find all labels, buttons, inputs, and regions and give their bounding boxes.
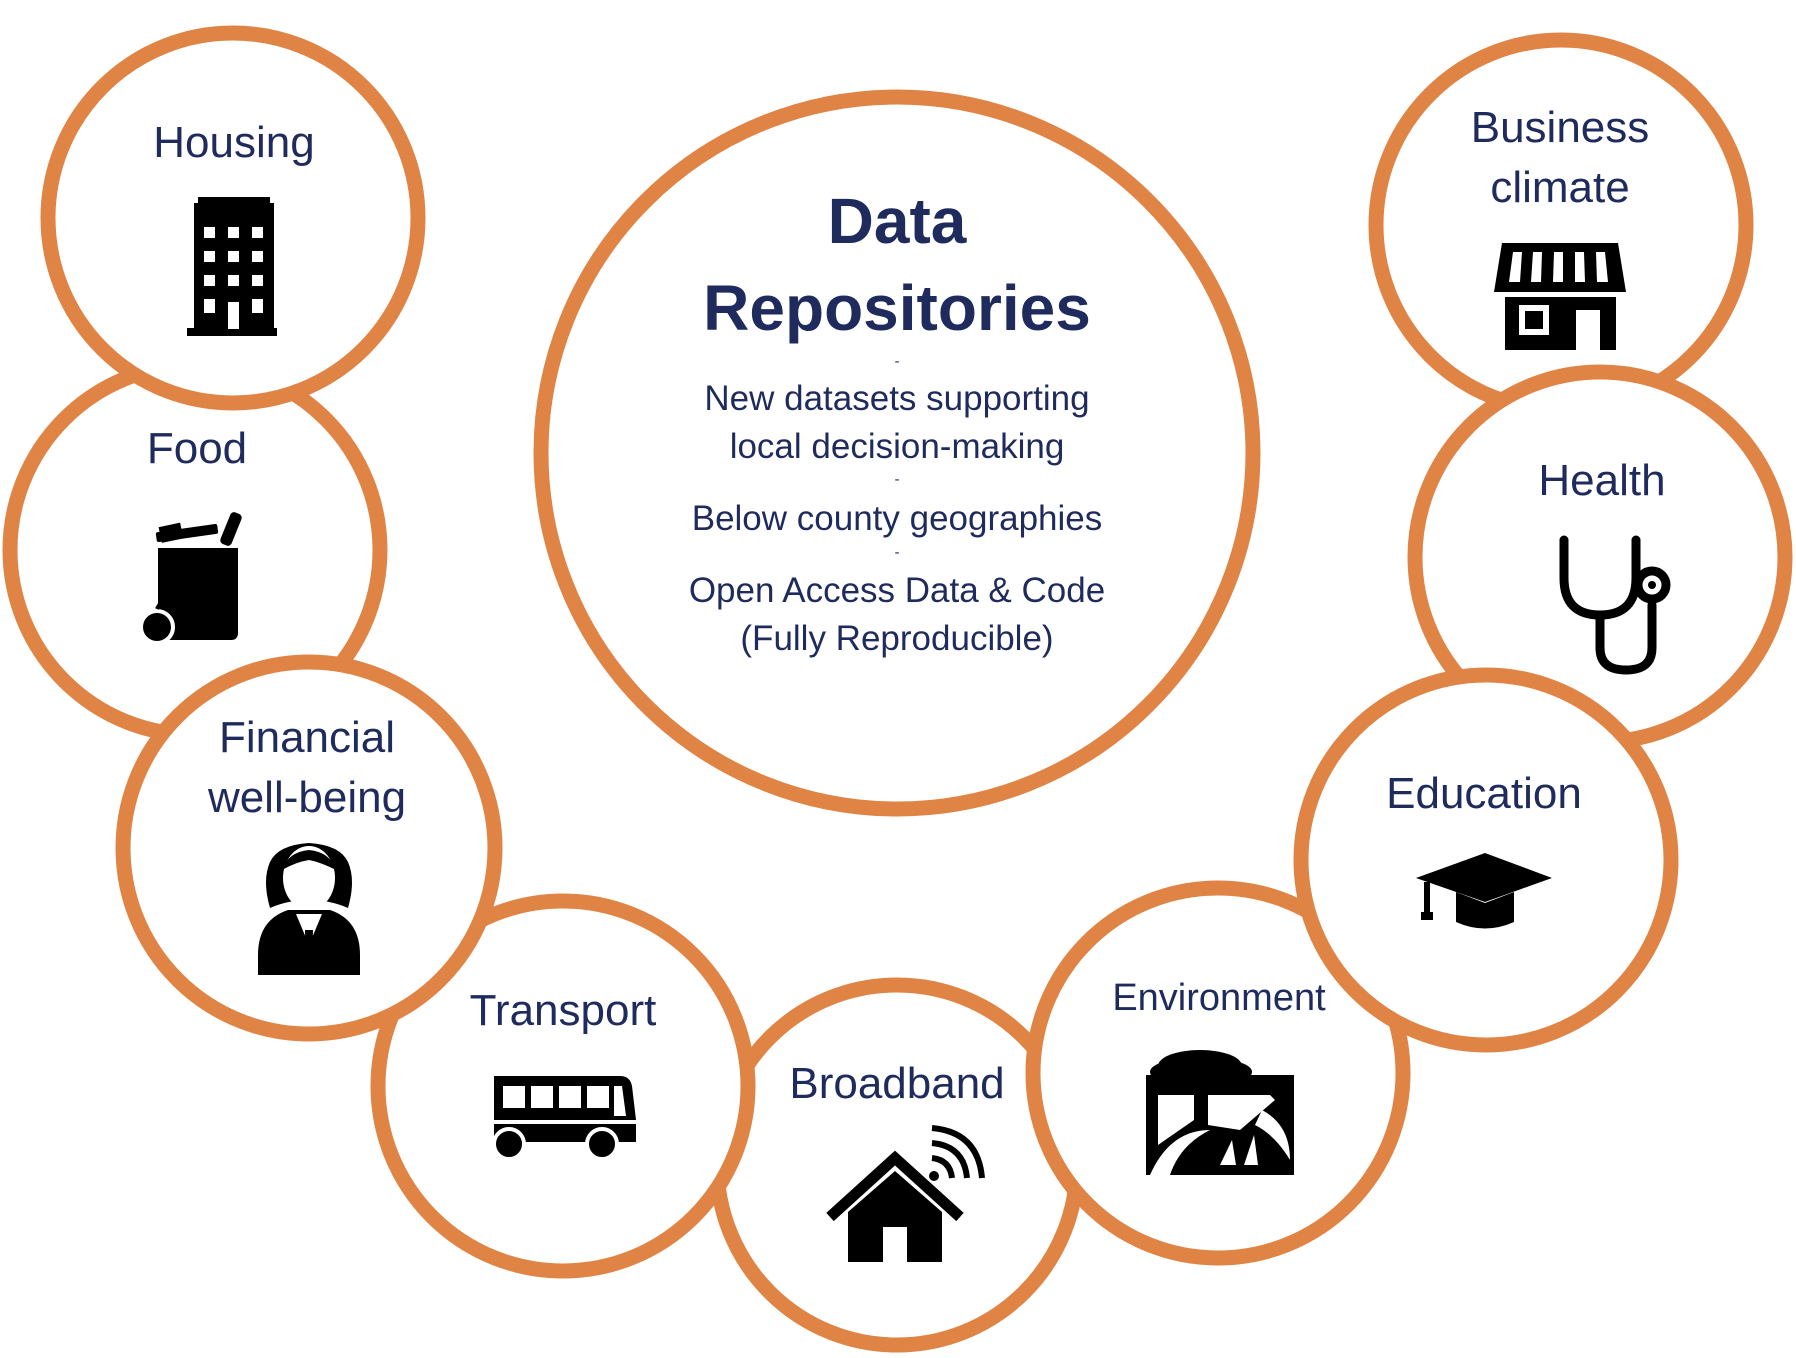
bus-icon — [492, 1076, 636, 1161]
environment-label: Environment — [1112, 977, 1326, 1019]
housing-label: Housing — [153, 118, 314, 167]
graduation-cap-icon — [1416, 853, 1552, 929]
center-point3-line2: (Fully Reproducible) — [740, 619, 1053, 658]
education-label: Education — [1386, 769, 1582, 818]
center-separator-2: - — [894, 472, 899, 488]
center-title-line2: Repositories — [703, 272, 1091, 344]
center-title-line1: Data — [828, 185, 967, 257]
center-point1-line1: New datasets supporting — [704, 379, 1089, 418]
business-label-line2: climate — [1490, 163, 1629, 212]
nature-landscape-icon — [1146, 1050, 1294, 1175]
smart-home-wifi-icon — [826, 1125, 985, 1262]
center-point3-line1: Open Access Data & Code — [689, 571, 1105, 610]
data-repositories-circle — [533, 89, 1261, 817]
business-climate-circle — [1368, 32, 1754, 418]
transport-label: Transport — [470, 986, 657, 1035]
storefront-icon — [1494, 243, 1626, 350]
center-separator-3: - — [894, 545, 899, 561]
broadband-label: Broadband — [789, 1059, 1004, 1108]
food-label: Food — [147, 424, 247, 473]
businesswoman-icon — [258, 843, 360, 975]
center-separator-1: - — [894, 354, 899, 370]
apartment-building-icon — [187, 197, 277, 336]
grocery-bag-icon — [139, 512, 242, 645]
financial-label-line1: Financial — [219, 713, 395, 762]
financial-label-line2: well-being — [207, 773, 406, 822]
health-label: Health — [1538, 456, 1665, 505]
center-point1-line2: local decision-making — [730, 427, 1065, 466]
center-point2: Below county geographies — [692, 499, 1103, 538]
business-label-line1: Business — [1471, 103, 1650, 152]
stethoscope-icon — [1559, 535, 1671, 675]
